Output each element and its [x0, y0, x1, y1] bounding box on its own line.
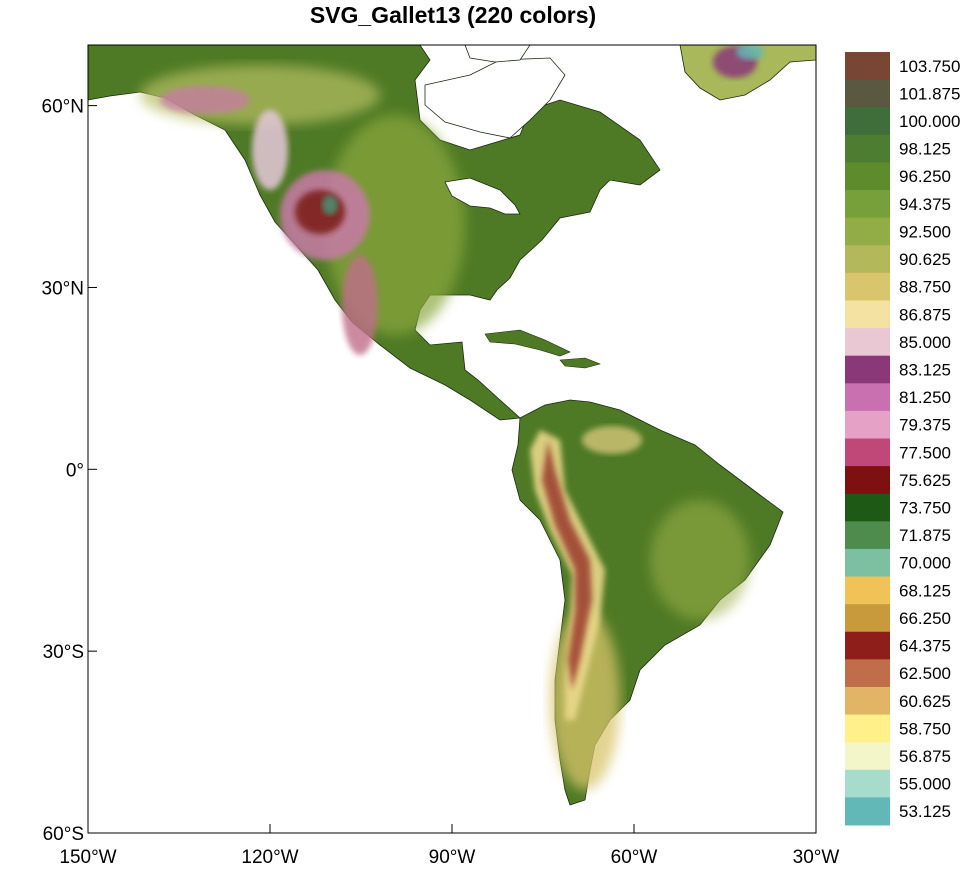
colorbar-label: 58.750 — [899, 719, 951, 738]
colorbar-label: 79.375 — [899, 416, 951, 435]
colorbar-swatch — [845, 548, 890, 578]
guiana-shading — [582, 426, 642, 454]
colorbar-swatch — [845, 190, 890, 219]
colorbar-swatch — [845, 438, 890, 467]
colorbar-swatch — [845, 604, 890, 633]
colorbar-swatch — [845, 631, 890, 660]
colorbar-label: 62.500 — [899, 664, 951, 683]
colorbar-swatch — [845, 769, 890, 798]
colorbar-swatch — [845, 355, 890, 384]
arctic-water — [464, 45, 531, 63]
colorbar-swatch — [845, 466, 890, 495]
hispaniola-landmass — [559, 357, 601, 369]
colorbar-swatch — [845, 493, 890, 522]
colorbar-labels: 103.750 101.875 100.000 98.125 96.250 94.375 9… — [899, 57, 960, 821]
lon-tick-label: 120°W — [241, 847, 298, 868]
colorbar-swatch — [845, 686, 890, 716]
colorbar-swatch — [845, 659, 890, 688]
sierra-madre-highland — [342, 255, 378, 355]
lon-tick-label: 60°W — [611, 847, 658, 868]
great-lakes-water — [444, 177, 521, 215]
colorbar-label: 68.125 — [899, 581, 951, 600]
colorbar-label: 96.250 — [899, 167, 951, 186]
latitude-axis: 60°N 30°N 0° 30°S 60°S — [42, 97, 97, 845]
colorbar-label: 55.000 — [899, 775, 951, 794]
colorbar-label: 101.875 — [899, 84, 960, 103]
colorbar-label: 70.000 — [899, 554, 951, 573]
colorbar-swatch — [845, 107, 890, 136]
lat-tick-label: 60°N — [42, 97, 84, 118]
colorbar-label: 71.875 — [899, 526, 951, 545]
colorbar-swatch — [845, 383, 890, 412]
colorbar-label: 56.875 — [899, 747, 951, 766]
colorbar-swatch — [845, 797, 890, 826]
colorbar-label: 53.125 — [899, 802, 951, 821]
colorbar-boxes — [845, 52, 890, 826]
rocky-mountains-snow — [322, 195, 338, 215]
colorbar-swatch — [845, 300, 890, 329]
colorbar-swatch — [845, 576, 890, 605]
lat-tick-label: 30°N — [42, 278, 84, 299]
colorbar-label: 94.375 — [899, 195, 951, 214]
hudson-bay-water — [424, 57, 566, 139]
colorbar-swatch — [845, 410, 890, 439]
colorbar-label: 73.750 — [899, 499, 951, 518]
colorbar-label: 83.125 — [899, 360, 951, 379]
colorbar-label: 85.000 — [899, 333, 951, 352]
colorbar-label: 92.500 — [899, 222, 951, 241]
colorbar-label: 90.625 — [899, 250, 951, 269]
lat-tick-label: 30°S — [43, 642, 84, 663]
colorbar-label: 98.125 — [899, 140, 951, 159]
colorbar-swatch — [845, 79, 890, 108]
lat-tick-label: 0° — [66, 460, 84, 481]
greenland-snow — [736, 45, 764, 60]
colorbar-swatch — [845, 217, 890, 246]
colorbar-swatch — [845, 272, 890, 301]
colorbar-swatch — [845, 328, 890, 357]
colorbar-swatch — [845, 134, 890, 163]
colorbar-swatch — [845, 742, 890, 771]
colorbar-label: 77.500 — [899, 443, 951, 462]
colorbar-label: 66.250 — [899, 609, 951, 628]
colorbar-label: 64.375 — [899, 637, 951, 656]
colorbar-swatch — [845, 521, 890, 550]
landmass-layer — [88, 45, 816, 806]
brazil-highlands-shading — [650, 500, 750, 620]
andes-peaks — [542, 440, 592, 690]
lon-tick-label: 150°W — [59, 847, 116, 868]
alaska-range-highland — [160, 86, 250, 114]
colorbar-label: 60.625 — [899, 692, 951, 711]
colorbar-label: 75.625 — [899, 471, 951, 490]
colorbar-label: 100.000 — [899, 112, 960, 131]
colorbar-label: 103.750 — [899, 57, 960, 76]
longitude-axis: 150°W 120°W 90°W 60°W 30°W — [59, 824, 839, 868]
canada-rockies-highland — [252, 110, 288, 190]
colorbar-swatch — [845, 714, 890, 743]
chart-title: SVG_Gallet13 (220 colors) — [309, 2, 597, 28]
colorbar-label: 88.750 — [899, 278, 951, 297]
cuba-landmass — [484, 329, 571, 357]
colorbar-swatch — [845, 162, 890, 191]
lon-tick-label: 90°W — [429, 847, 476, 868]
lat-tick-label: 60°S — [43, 824, 84, 845]
colorbar-swatch — [845, 52, 890, 81]
colorbar-swatch — [845, 245, 890, 274]
lon-tick-label: 30°W — [793, 847, 840, 868]
colorbar-label: 86.875 — [899, 305, 951, 324]
colorbar-label: 81.250 — [899, 388, 951, 407]
